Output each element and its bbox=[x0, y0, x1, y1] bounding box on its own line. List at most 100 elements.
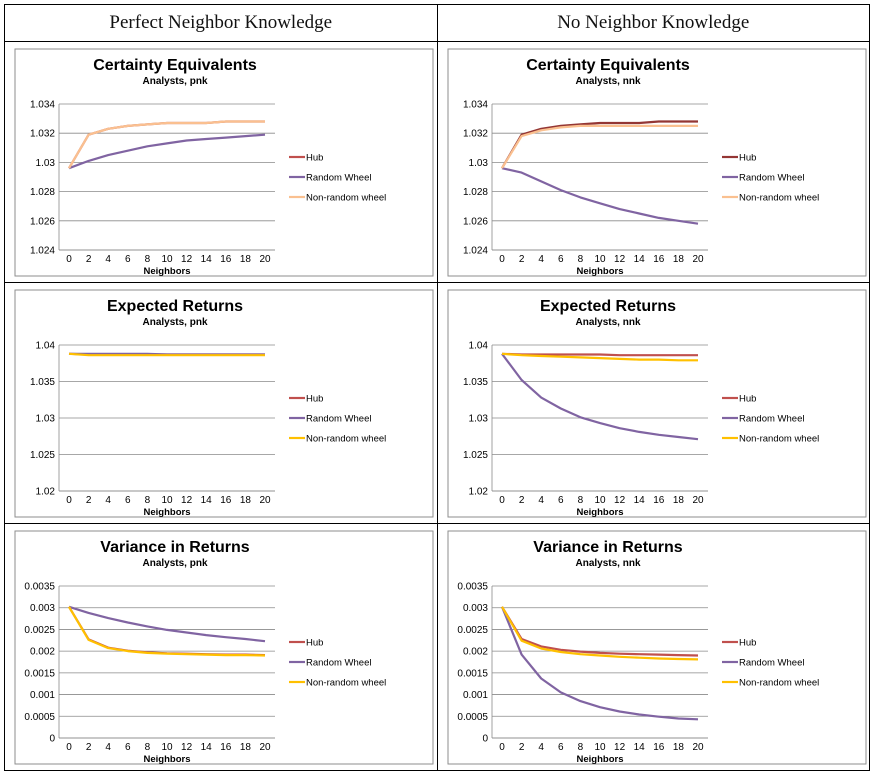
y-tick-label: 1.034 bbox=[30, 100, 55, 111]
chart-subtitle: Analysts, pnk bbox=[142, 317, 207, 328]
x-tick-label: 12 bbox=[181, 254, 193, 265]
y-tick-label: 0.0025 bbox=[457, 625, 488, 636]
x-axis-label: Neighbors bbox=[144, 754, 191, 765]
cell-certainty-nnk: Certainty Equivalents Analysts, nnk 1.034 1… bbox=[436, 41, 870, 283]
y-tick-label: 1.028 bbox=[462, 187, 487, 198]
x-tick-label: 10 bbox=[161, 495, 173, 506]
legend-label: Hub bbox=[306, 153, 323, 164]
x-tick-label: 18 bbox=[240, 495, 252, 506]
x-tick-label: 14 bbox=[201, 742, 213, 753]
chart-title: Certainty Equivalents bbox=[93, 57, 257, 74]
chart-frame bbox=[14, 530, 434, 765]
y-tick-label: 1.04 bbox=[468, 341, 488, 352]
series-line-0 bbox=[500, 120, 698, 169]
x-tick-label: 20 bbox=[259, 495, 271, 506]
legend-label: Random Wheel bbox=[306, 658, 371, 669]
y-tick-label: 1.026 bbox=[30, 216, 55, 227]
x-tick-label: 14 bbox=[633, 495, 645, 506]
x-tick-label: 18 bbox=[672, 254, 684, 265]
x-tick-label: 12 bbox=[181, 742, 193, 753]
x-tick-label: 4 bbox=[105, 495, 111, 506]
y-tick-label: 1.034 bbox=[462, 100, 487, 111]
y-tick-label: 1.032 bbox=[462, 129, 487, 140]
x-tick-label: 8 bbox=[577, 495, 583, 506]
y-tick-label: 1.024 bbox=[462, 246, 487, 257]
header-row: Perfect Neighbor Knowledge No Neighbor K… bbox=[4, 4, 870, 42]
y-tick-label: 1.03 bbox=[468, 158, 488, 169]
series-line-2 bbox=[68, 120, 265, 169]
x-axis-label: Neighbors bbox=[576, 754, 623, 765]
y-tick-label: 0.0015 bbox=[457, 668, 488, 679]
chart-frame bbox=[14, 48, 434, 277]
legend-label: Non-random wheel bbox=[739, 193, 819, 204]
x-tick-label: 10 bbox=[594, 495, 606, 506]
x-axis-label: Neighbors bbox=[576, 507, 623, 518]
y-tick-label: 0 bbox=[482, 734, 488, 745]
cell-expected-pnk: Expected Returns Analysts, pnk 1.04 1.035 1.… bbox=[4, 282, 438, 524]
x-tick-label: 0 bbox=[66, 742, 72, 753]
x-tick-label: 14 bbox=[201, 254, 213, 265]
x-tick-label: 0 bbox=[499, 495, 505, 506]
legend-label: Non-random wheel bbox=[306, 678, 386, 689]
y-tick-label: 0.002 bbox=[30, 647, 55, 658]
x-tick-label: 4 bbox=[105, 254, 111, 265]
x-tick-label: 20 bbox=[259, 254, 271, 265]
cell-expected-nnk: Expected Returns Analysts, nnk 1.04 1.035 1.… bbox=[436, 282, 870, 524]
x-tick-label: 10 bbox=[594, 742, 606, 753]
legend-label: Non-random wheel bbox=[739, 434, 819, 445]
legend-label: Hub bbox=[739, 153, 756, 164]
y-tick-label: 1.032 bbox=[30, 129, 55, 140]
x-tick-label: 12 bbox=[181, 495, 193, 506]
y-tick-label: 0.002 bbox=[462, 647, 487, 658]
x-tick-label: 16 bbox=[653, 742, 665, 753]
series-line-0 bbox=[68, 120, 265, 169]
x-tick-label: 10 bbox=[161, 742, 173, 753]
chart-title: Certainty Equivalents bbox=[526, 57, 690, 74]
chart-variance-nnk: Variance in Returns Analysts, nnk 0.0035 0.… bbox=[447, 530, 866, 765]
y-tick-label: 1.03 bbox=[468, 414, 488, 425]
series-line-1 bbox=[500, 353, 698, 441]
chart-title: Expected Returns bbox=[539, 298, 675, 315]
series-line-2 bbox=[68, 352, 265, 357]
x-tick-label: 6 bbox=[125, 254, 131, 265]
y-tick-label: 0.003 bbox=[462, 603, 487, 614]
series-line-2 bbox=[501, 352, 698, 362]
y-tick-label: 0.001 bbox=[462, 690, 487, 701]
chart-subtitle: Analysts, nnk bbox=[575, 76, 640, 87]
x-tick-label: 6 bbox=[558, 742, 564, 753]
x-tick-label: 14 bbox=[633, 742, 645, 753]
chart-frame bbox=[447, 48, 866, 277]
legend-label: Non-random wheel bbox=[739, 678, 819, 689]
x-tick-label: 4 bbox=[538, 254, 544, 265]
x-axis-label: Neighbors bbox=[576, 266, 623, 277]
y-tick-label: 1.025 bbox=[30, 450, 55, 461]
x-tick-label: 12 bbox=[614, 254, 626, 265]
x-tick-label: 18 bbox=[672, 742, 684, 753]
x-tick-label: 6 bbox=[125, 742, 131, 753]
series-line-0 bbox=[501, 352, 698, 357]
x-tick-label: 0 bbox=[499, 254, 505, 265]
y-tick-label: 1.03 bbox=[36, 414, 56, 425]
x-tick-label: 16 bbox=[220, 742, 232, 753]
chart-title: Variance in Returns bbox=[100, 539, 249, 556]
chart-expected-pnk: Expected Returns Analysts, pnk 1.04 1.035 1.… bbox=[14, 289, 434, 518]
x-tick-label: 4 bbox=[105, 742, 111, 753]
legend-label: Hub bbox=[739, 394, 756, 405]
y-tick-label: 0.0035 bbox=[24, 582, 55, 593]
y-tick-label: 1.035 bbox=[30, 377, 55, 388]
column-header-pnk: Perfect Neighbor Knowledge bbox=[4, 4, 438, 42]
y-tick-label: 1.035 bbox=[462, 377, 487, 388]
x-tick-label: 8 bbox=[577, 742, 583, 753]
chart-subtitle: Analysts, pnk bbox=[142, 76, 207, 87]
y-tick-label: 0.0015 bbox=[24, 668, 55, 679]
y-tick-label: 0.0005 bbox=[24, 712, 55, 723]
chart-subtitle: Analysts, nnk bbox=[575, 317, 640, 328]
x-tick-label: 20 bbox=[692, 495, 704, 506]
x-axis-label: Neighbors bbox=[144, 266, 191, 277]
series-line-2 bbox=[500, 606, 698, 661]
x-tick-label: 2 bbox=[518, 742, 524, 753]
y-tick-label: 0.0005 bbox=[457, 712, 488, 723]
x-tick-label: 16 bbox=[220, 495, 232, 506]
x-tick-label: 2 bbox=[518, 495, 524, 506]
